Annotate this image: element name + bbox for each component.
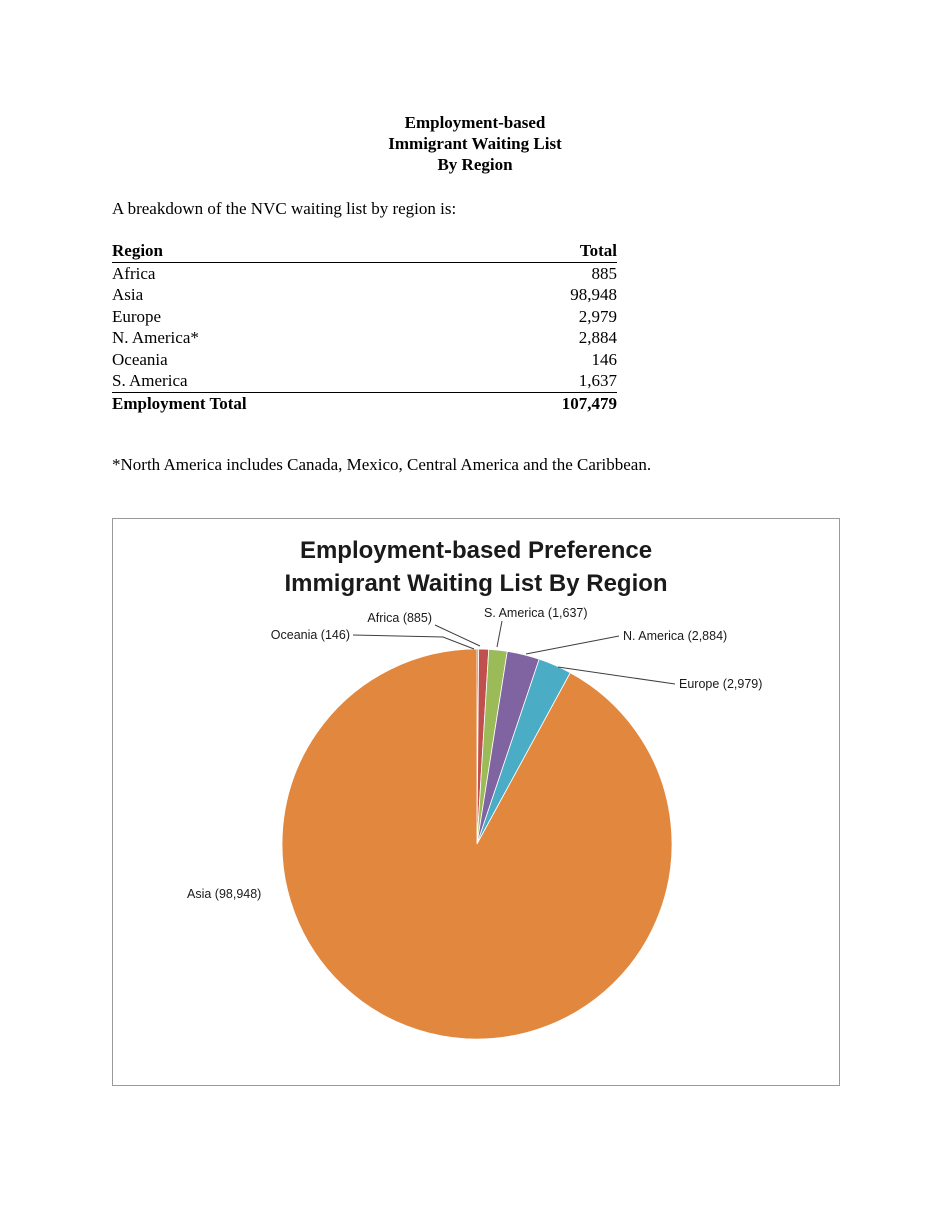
region-cell: S. America [112,370,471,393]
table-row: Asia 98,948 [112,284,617,306]
total-cell: 146 [591,349,618,369]
slice-label-europe: Europe (2,979) [679,677,762,691]
table-row: Europe 2,979 [112,306,617,328]
page-title-line-3: By Region [437,155,513,174]
chart-title: Employment-based Preference Immigrant Wa… [113,534,839,600]
slice-label-africa: Africa (885) [367,611,432,625]
slice-label-s-america: S. America (1,637) [484,606,588,620]
leader-line-s-america [496,620,503,648]
total-cell: 885 [591,263,618,283]
pie-chart-svg: Oceania (146) Africa (885) S. America (1… [187,606,762,1040]
leader-line-oceania [352,634,475,650]
region-cell: N. America* [112,328,199,347]
region-cell: Europe [112,306,162,326]
page-title-line-2: Immigrant Waiting List [388,134,562,153]
table-row: N. America* 2,884 [112,327,617,349]
table-header-total: Total [470,240,617,263]
intro-text: A breakdown of the NVC waiting list by r… [112,199,457,218]
total-cell: 2,884 [578,328,617,347]
pie-slices-group [281,648,673,1040]
table-row: S. America 1,637 [112,370,617,393]
leader-line-africa [434,624,481,647]
table-row: Africa 885 [112,262,617,284]
region-table: Region Total Africa 885 Asia 98,948 Euro… [112,240,617,414]
page-title-line-1: Employment-based [404,113,546,132]
total-cell: 2,979 [578,306,617,326]
total-cell: 98,948 [570,285,617,304]
page-title: Employment-based Immigrant Waiting List … [0,112,950,175]
pie-slice-asia [281,648,673,1040]
slice-label-asia: Asia (98,948) [187,887,261,901]
total-row-label: Employment Total [112,393,247,413]
region-cell: Oceania [112,349,168,369]
chart-panel: Employment-based Preference Immigrant Wa… [112,518,840,1086]
chart-title-line-1: Employment-based Preference [299,537,653,564]
region-cell: Asia [112,285,144,304]
table-header-row: Region Total [112,240,617,263]
slice-label-oceania: Oceania (146) [271,628,350,642]
table-total-row: Employment Total 107,479 [112,392,617,414]
chart-title-line-2: Immigrant Waiting List By Region [284,570,668,597]
leader-line-europe [557,666,676,685]
total-row-value: 107,479 [561,393,617,413]
leader-line-n-america [525,635,620,655]
slice-label-n-america: N. America (2,884) [623,629,727,643]
table-row: Oceania 146 [112,349,617,371]
total-cell: 1,637 [470,370,617,393]
region-cell: Africa [112,263,156,283]
footnote: *North America includes Canada, Mexico, … [112,455,652,474]
table-header-region: Region [112,240,471,263]
